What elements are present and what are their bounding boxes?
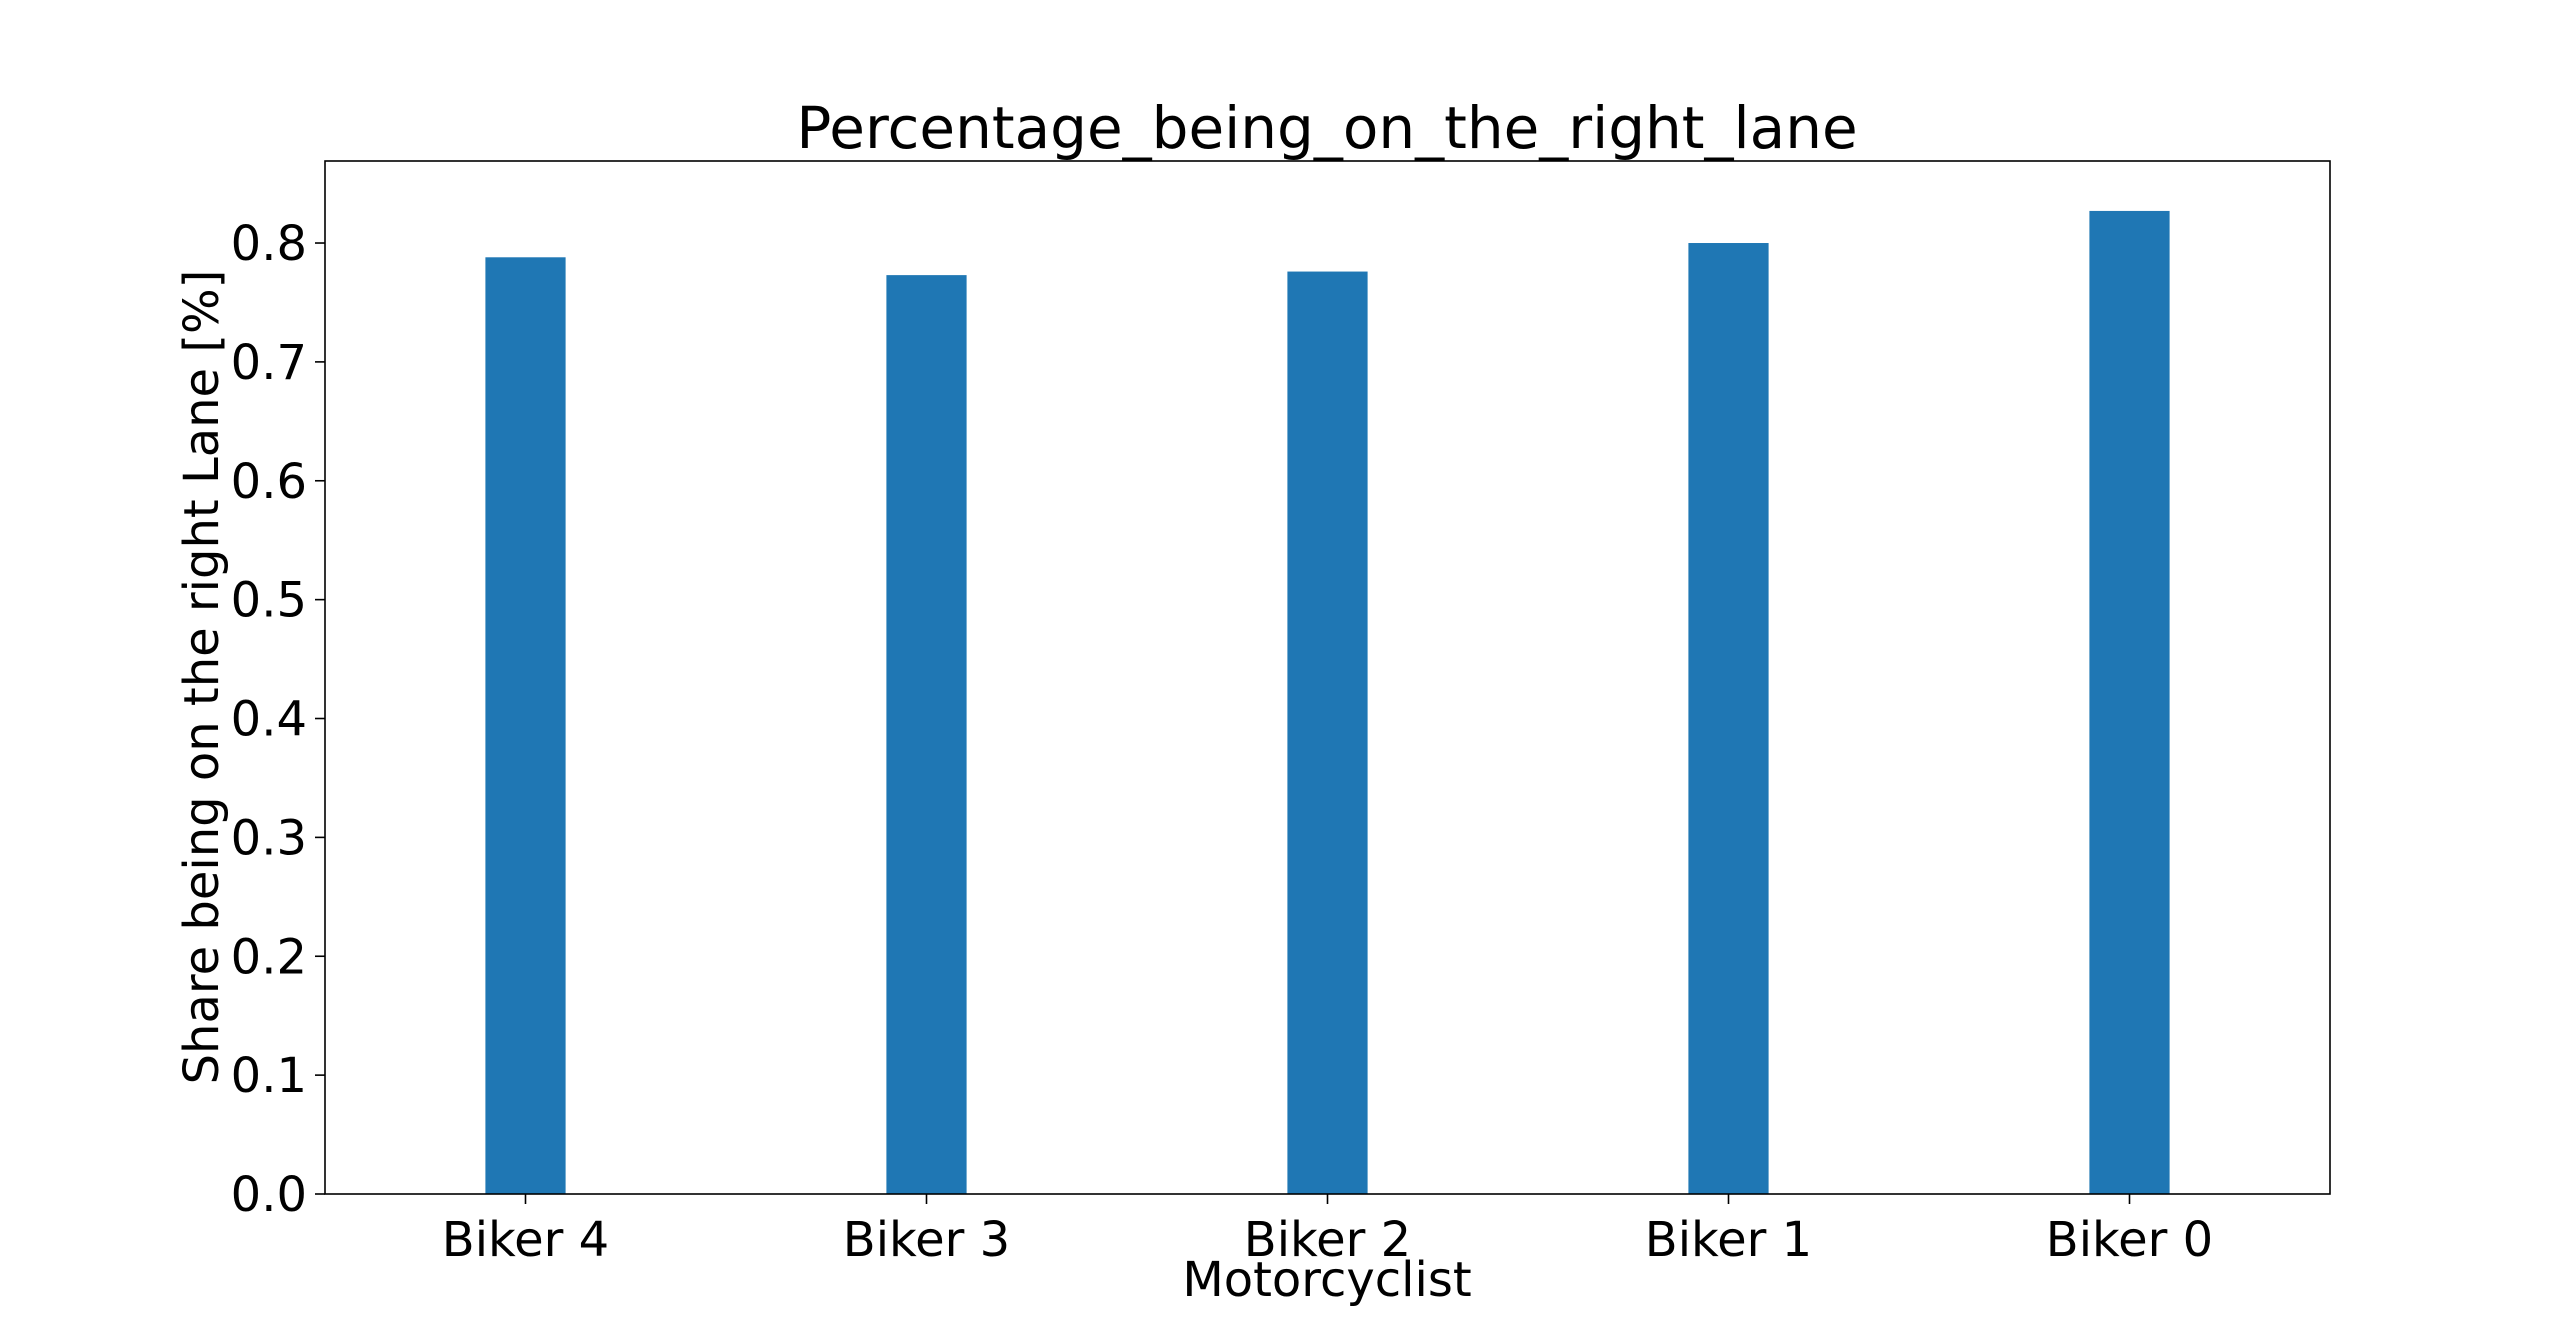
y-tick-label: 0.1 [231, 1048, 307, 1104]
plot-area-frame [324, 160, 2331, 1195]
bar-biker-2 [1287, 271, 1368, 1194]
x-axis-ticks: Biker 4 Biker 3 Biker 2 Biker 1 Biker 0 [442, 1194, 2213, 1268]
x-tick-label: Biker 3 [843, 1212, 1010, 1268]
bars-group [485, 210, 2170, 1194]
y-tick-label: 0.7 [231, 335, 307, 391]
y-tick-label: 0.3 [231, 810, 307, 866]
bar-biker-4 [485, 257, 566, 1194]
x-tick-label: Biker 0 [2046, 1212, 2213, 1268]
y-tick-label: 0.5 [231, 573, 307, 629]
y-tick-label: 0.0 [231, 1167, 307, 1223]
x-axis-label: Motorcyclist [1182, 1252, 1471, 1308]
x-tick-label: Biker 1 [1645, 1212, 1812, 1268]
bar-biker-0 [2089, 210, 2170, 1194]
chart-title: Percentage_being_on_the_right_lane [796, 94, 1857, 162]
y-tick-label: 0.8 [231, 216, 307, 272]
bar-biker-1 [1688, 243, 1769, 1194]
y-tick-label: 0.4 [231, 692, 307, 748]
y-tick-label: 0.6 [231, 454, 307, 510]
y-axis-label: Share being on the right Lane [%] [174, 270, 230, 1085]
y-tick-label: 0.2 [231, 929, 307, 985]
bar-biker-3 [886, 275, 967, 1194]
x-tick-label: Biker 2 [1244, 1212, 1411, 1268]
x-tick-label: Biker 4 [442, 1212, 609, 1268]
y-axis-ticks: 0.0 0.1 0.2 0.3 0.4 0.5 0.6 0.7 0.8 [231, 216, 325, 1223]
